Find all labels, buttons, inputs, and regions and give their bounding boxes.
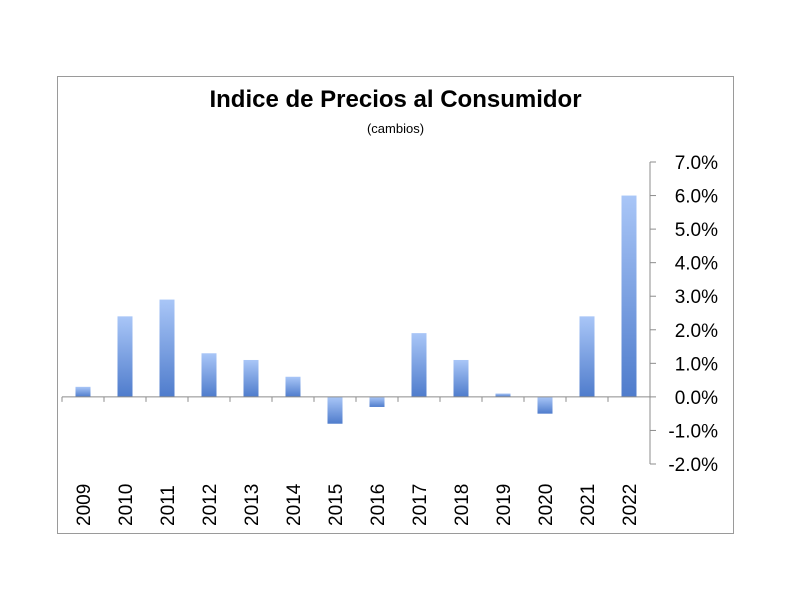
y-tick-label: 7.0% xyxy=(675,153,718,174)
x-tick-label: 2020 xyxy=(536,484,557,526)
bar-2019 xyxy=(495,393,511,397)
bar-2012 xyxy=(201,353,217,397)
bar-2013 xyxy=(243,359,259,397)
y-tick-label: 2.0% xyxy=(675,321,718,342)
bar-2009 xyxy=(75,386,91,397)
x-tick-label: 2013 xyxy=(242,484,263,526)
bar-2011 xyxy=(159,299,175,397)
x-tick-label: 2019 xyxy=(494,484,515,526)
axes-layer xyxy=(61,161,656,465)
bar-2017 xyxy=(411,333,427,397)
y-tick-label: 5.0% xyxy=(675,220,718,241)
bar-2018 xyxy=(453,359,469,397)
x-tick-label: 2010 xyxy=(116,484,137,526)
y-tick-label: 1.0% xyxy=(675,354,718,375)
x-tick-label: 2015 xyxy=(326,484,347,526)
chart-subtitle: (cambios) xyxy=(366,121,425,136)
x-tick-label: 2018 xyxy=(452,484,473,526)
y-tick-label: 3.0% xyxy=(675,287,718,308)
y-tick-label: -1.0% xyxy=(668,421,718,442)
x-tick-label: 2021 xyxy=(578,484,599,526)
bar-2021 xyxy=(579,316,595,397)
x-tick-label: 2009 xyxy=(74,484,95,526)
bar-2015 xyxy=(327,396,343,424)
bar-2020 xyxy=(537,396,553,414)
bar-2014 xyxy=(285,376,301,397)
y-tick-label: 0.0% xyxy=(675,388,718,409)
y-tick-label: 6.0% xyxy=(675,187,718,208)
bar-2016 xyxy=(369,396,385,407)
x-tick-label: 2016 xyxy=(368,484,389,526)
x-tick-label: 2011 xyxy=(158,485,179,526)
x-tick-label: 2012 xyxy=(200,484,221,526)
bar-2010 xyxy=(117,316,133,397)
labels-layer: 7.0% 6.0% 5.0% 4.0% 3.0% 2.0% 1.0% 0.0% -1.0% -2.… xyxy=(74,153,718,526)
bar-2022 xyxy=(621,195,637,397)
x-tick-label: 2022 xyxy=(620,484,641,526)
y-tick-label: 4.0% xyxy=(675,254,718,275)
chart-title: Indice de Precios al Consumidor xyxy=(209,86,582,113)
y-tick-label: -2.0% xyxy=(668,455,718,476)
bars-layer xyxy=(75,195,637,424)
x-tick-label: 2017 xyxy=(410,484,431,526)
x-tick-label: 2014 xyxy=(284,483,305,526)
